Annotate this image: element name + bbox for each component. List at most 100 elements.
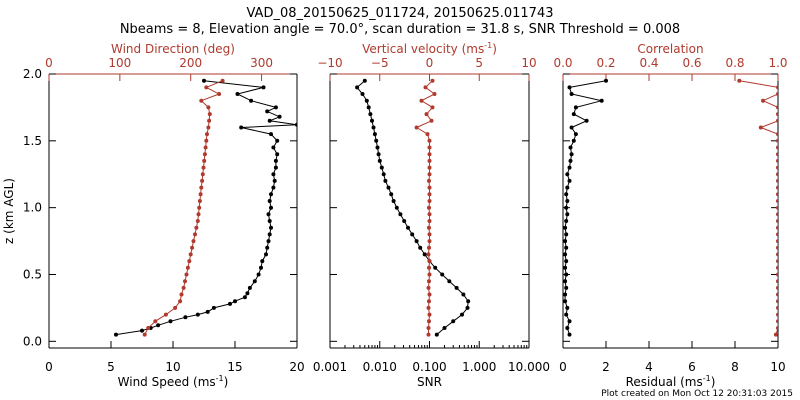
bottom-tick-label: 0.010 — [363, 360, 397, 374]
black-point — [249, 98, 254, 103]
black-point — [261, 85, 266, 90]
top-tick-label: 200 — [179, 56, 202, 70]
top-tick-label: −5 — [371, 56, 389, 70]
red-point — [179, 292, 184, 297]
black-point — [235, 92, 240, 96]
red-point — [196, 212, 201, 217]
black-point — [565, 172, 570, 177]
black-point — [569, 125, 574, 130]
black-point — [379, 165, 384, 170]
red-point — [427, 158, 432, 163]
red-point — [776, 219, 778, 223]
black-point — [563, 239, 568, 244]
panel-left: 0 5 10 15 20 Wind Speed (ms-1) 0 100 200 300 Wind … — [2, 42, 305, 389]
red-point — [203, 145, 208, 150]
black-point — [565, 305, 570, 310]
black-series — [355, 78, 471, 337]
black-point — [272, 178, 277, 183]
red-point — [427, 192, 432, 197]
black-point — [564, 205, 569, 210]
red-point — [776, 158, 778, 163]
bottom-axis-title: SNR — [417, 375, 442, 389]
black-point — [245, 291, 250, 296]
black-point — [267, 118, 272, 123]
black-point — [156, 323, 161, 328]
bottom-tick-label: 15 — [227, 360, 242, 374]
red-point — [776, 225, 778, 230]
black-point — [604, 78, 608, 83]
red-point — [773, 332, 778, 337]
black-point — [375, 145, 380, 150]
black-point — [371, 125, 376, 130]
red-point — [427, 319, 431, 324]
black-point — [567, 85, 572, 90]
red-point — [776, 165, 778, 170]
black-point — [599, 98, 604, 103]
red-point — [427, 212, 432, 217]
red-point — [776, 172, 778, 177]
top-tick-label: 100 — [108, 56, 131, 70]
red-series-line — [415, 80, 436, 335]
red-series — [414, 78, 437, 337]
red-point — [776, 212, 778, 217]
black-point — [414, 239, 419, 244]
black-point — [568, 158, 573, 163]
red-point — [424, 112, 429, 117]
red-point — [427, 232, 432, 237]
red-point — [427, 279, 431, 284]
black-point — [277, 114, 282, 119]
top-tick-label: 0.8 — [725, 56, 744, 70]
red-point — [776, 245, 778, 250]
red-point — [429, 118, 434, 123]
red-point — [776, 319, 778, 324]
red-point — [427, 259, 432, 264]
red-point — [188, 252, 193, 257]
red-point — [178, 299, 183, 304]
black-point — [460, 312, 464, 317]
red-point — [427, 312, 432, 317]
left-tick-label: 1.0 — [23, 201, 42, 215]
black-point — [260, 259, 265, 264]
red-point — [185, 265, 190, 270]
bottom-tick-label: 8 — [731, 360, 739, 374]
red-point — [153, 319, 158, 324]
red-point — [430, 105, 435, 110]
red-point — [427, 152, 432, 157]
red-point — [427, 138, 432, 143]
red-point — [425, 132, 430, 137]
red-point — [427, 205, 431, 210]
red-point — [432, 92, 437, 96]
black-point — [563, 225, 568, 230]
black-point — [267, 219, 272, 223]
red-point — [146, 326, 151, 330]
red-point — [199, 185, 204, 190]
red-point — [190, 245, 195, 250]
bottom-tick-label: 10.000 — [508, 360, 550, 374]
red-point — [776, 232, 778, 237]
black-point — [564, 245, 569, 250]
black-point — [362, 78, 367, 83]
red-point — [427, 272, 432, 277]
red-point — [217, 92, 222, 96]
red-point — [776, 285, 778, 290]
red-point — [776, 118, 778, 123]
red-point — [426, 252, 431, 257]
red-point — [426, 285, 431, 290]
top-axis-title: Wind Direction (deg) — [111, 42, 235, 56]
black-point — [410, 232, 415, 237]
red-point — [195, 219, 200, 223]
black-point — [567, 165, 572, 170]
black-point — [398, 212, 403, 217]
black-point — [573, 132, 578, 137]
red-point — [776, 112, 778, 117]
red-point — [776, 185, 778, 190]
black-point — [564, 259, 569, 264]
black-point — [271, 145, 276, 150]
red-point — [142, 332, 147, 337]
red-point — [206, 105, 211, 110]
black-point — [376, 152, 381, 157]
black-point — [466, 299, 471, 304]
black-point — [447, 279, 452, 284]
red-point — [427, 145, 432, 150]
